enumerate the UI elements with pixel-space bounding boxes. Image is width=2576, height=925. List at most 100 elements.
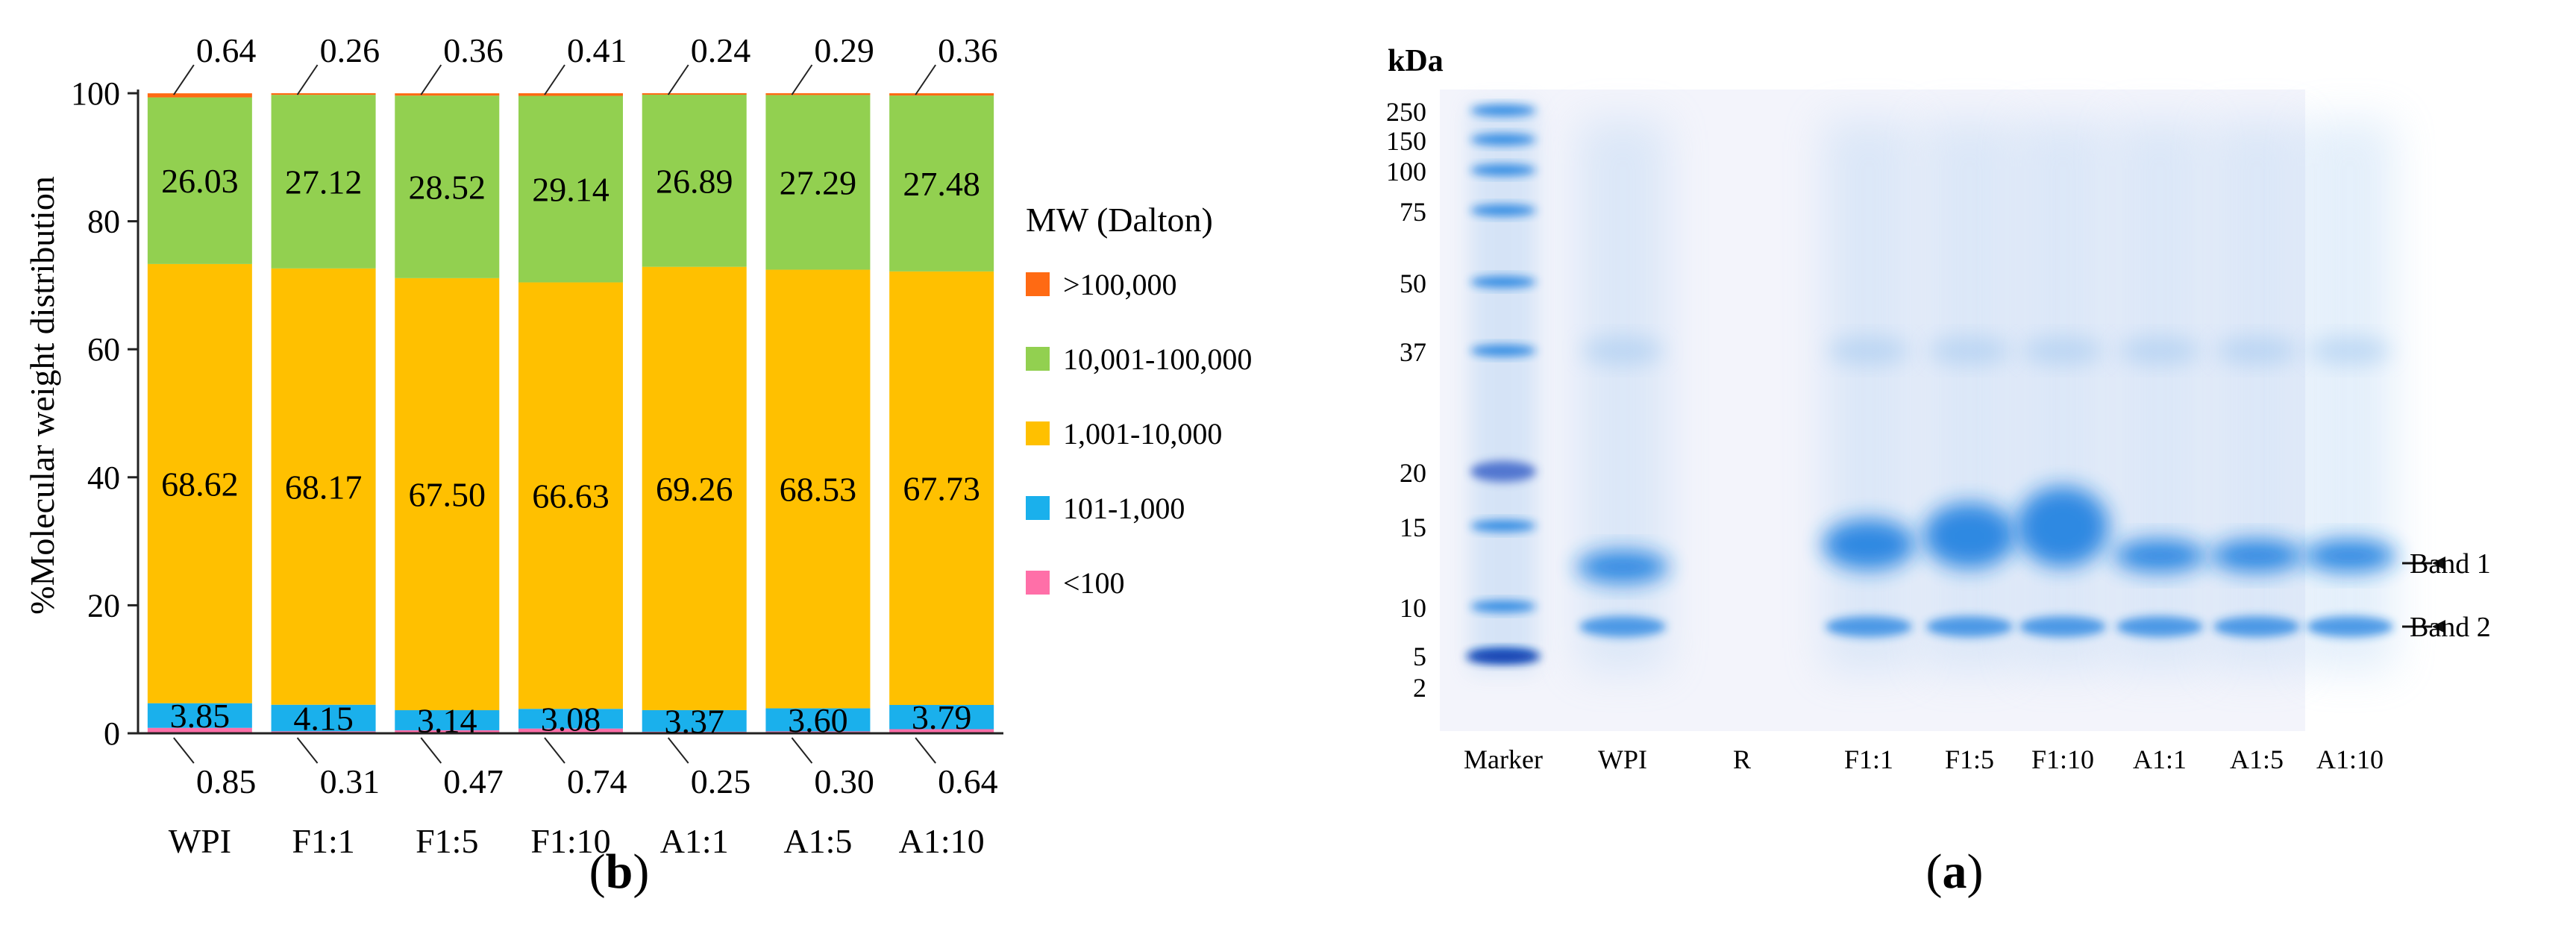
lane-label: F1:5	[1945, 744, 1994, 774]
bar-segment	[889, 95, 994, 272]
value-labels: 26.03 68.62 3.85 0.64 0.85 27.12 68.17 4.15 0.26…	[161, 31, 998, 800]
leader-line	[420, 737, 442, 764]
value-label-10001-100000: 27.48	[903, 165, 980, 203]
leader-line	[544, 737, 565, 764]
value-label-101-1000: 3.60	[788, 701, 848, 739]
bar-segment	[271, 92, 376, 95]
bar-segment	[889, 704, 994, 730]
panel-label-a: (a)	[1926, 844, 1984, 899]
value-label-101-1000: 3.79	[912, 698, 972, 736]
legend-swatch	[1026, 571, 1050, 595]
value-label-10001-100000: 26.89	[656, 162, 733, 200]
ladder-size-label: 75	[1400, 197, 1426, 227]
lane-labels: Marker WPI R F1:1 F1:5 F1:10 A1:1 A1:5 A1:10	[1464, 744, 2384, 774]
y-tick-label: 40	[87, 460, 120, 496]
marker-band	[1470, 601, 1536, 612]
bar-segment	[765, 708, 871, 732]
leader-line	[173, 64, 195, 95]
legend-title: MW (Dalton)	[1026, 201, 1213, 239]
annotation-arrow-head	[2432, 556, 2445, 570]
bar-segment	[395, 278, 500, 711]
bar-segment	[518, 93, 623, 96]
marker-band	[1470, 204, 1536, 216]
y-axis-label: %Molecular weight distribution	[23, 176, 61, 615]
value-label-1001-10000: 68.62	[161, 465, 239, 503]
bar-segment	[147, 263, 252, 703]
leader-line	[296, 64, 319, 95]
value-label-101-1000: 3.37	[664, 702, 724, 740]
gel-lanes	[1470, 104, 2395, 671]
ladder-size-label: 15	[1400, 512, 1426, 542]
leader-line	[915, 737, 936, 764]
panel-paren-close: )	[1967, 844, 1984, 899]
minor-band	[1928, 337, 2011, 364]
y-tick-label: 20	[87, 587, 120, 624]
leader-line	[544, 64, 565, 95]
leader-line	[915, 64, 936, 95]
lane-smear	[1578, 119, 1667, 671]
value-label-gt100000: 0.26	[320, 31, 380, 69]
lane-smear	[1470, 104, 1537, 671]
value-label-lt100: 0.30	[814, 762, 874, 800]
value-label-gt100000: 0.36	[443, 31, 504, 69]
band-1	[1823, 519, 1915, 570]
bar-segment	[395, 95, 500, 278]
value-label-101-1000: 3.85	[170, 697, 231, 735]
annotation-arrow-head	[2432, 620, 2445, 633]
lane-label: A1:5	[2230, 744, 2284, 774]
marker-band	[1470, 164, 1536, 176]
ladder-size-label: 20	[1400, 458, 1426, 488]
value-label-lt100: 0.85	[196, 762, 257, 800]
leader-line	[173, 737, 195, 764]
value-label-10001-100000: 27.29	[780, 163, 857, 201]
lane-smear	[1824, 119, 1914, 671]
value-label-gt100000: 0.36	[938, 31, 998, 69]
x-tick-label: A1:5	[783, 822, 852, 860]
value-label-gt100000: 0.24	[691, 31, 751, 69]
legend-entry: <100	[1063, 566, 1125, 600]
band-1	[2304, 539, 2396, 572]
x-tick-label: F1:1	[292, 822, 354, 860]
lane-label: R	[1733, 744, 1751, 774]
minor-band	[2022, 337, 2104, 364]
y-tick-label: 100	[71, 75, 120, 112]
band-1	[1576, 551, 1669, 583]
ladder-size-label: 2	[1413, 673, 1426, 703]
marker-band	[1470, 104, 1536, 116]
legend-entry: 10,001-100,000	[1063, 342, 1252, 376]
lane-smear	[2212, 119, 2301, 671]
legend-swatch	[1026, 272, 1050, 296]
marker-band	[1466, 649, 1541, 664]
marker-band	[1470, 345, 1536, 357]
gel-bands	[1466, 104, 2396, 664]
legend: MW (Dalton) >100,000 10,001-100,000 1,001-1…	[1026, 201, 1252, 600]
ladder-size-label: 37	[1400, 337, 1426, 367]
value-label-10001-100000: 29.14	[532, 171, 609, 209]
bar-segment	[395, 93, 500, 96]
lane-smear	[1925, 119, 2014, 671]
leader-line	[667, 64, 689, 95]
value-label-101-1000: 4.15	[293, 700, 354, 738]
lane-label: A1:1	[2133, 744, 2187, 774]
lane-label: F1:10	[2031, 744, 2094, 774]
lane-label: WPI	[1598, 744, 1647, 774]
value-label-1001-10000: 69.26	[656, 470, 733, 508]
value-label-gt100000: 0.64	[196, 31, 257, 69]
bar-segment	[518, 728, 623, 733]
kda-unit-label: kDa	[1388, 44, 1444, 78]
value-label-gt100000: 0.29	[814, 31, 874, 69]
minor-band	[2216, 337, 2298, 364]
value-label-101-1000: 3.08	[541, 700, 601, 738]
bar-segment	[395, 710, 500, 730]
value-label-10001-100000: 27.12	[285, 163, 363, 201]
bar-segment	[147, 727, 252, 733]
y-tick-label: 60	[87, 331, 120, 368]
x-tick-label: F1:5	[416, 822, 478, 860]
bar-segment	[889, 271, 994, 705]
value-label-10001-100000: 26.03	[161, 162, 239, 200]
band-1	[2113, 539, 2206, 572]
panel-paren-open: (	[589, 844, 606, 899]
marker-band	[1470, 461, 1536, 482]
value-label-lt100: 0.74	[567, 762, 627, 800]
